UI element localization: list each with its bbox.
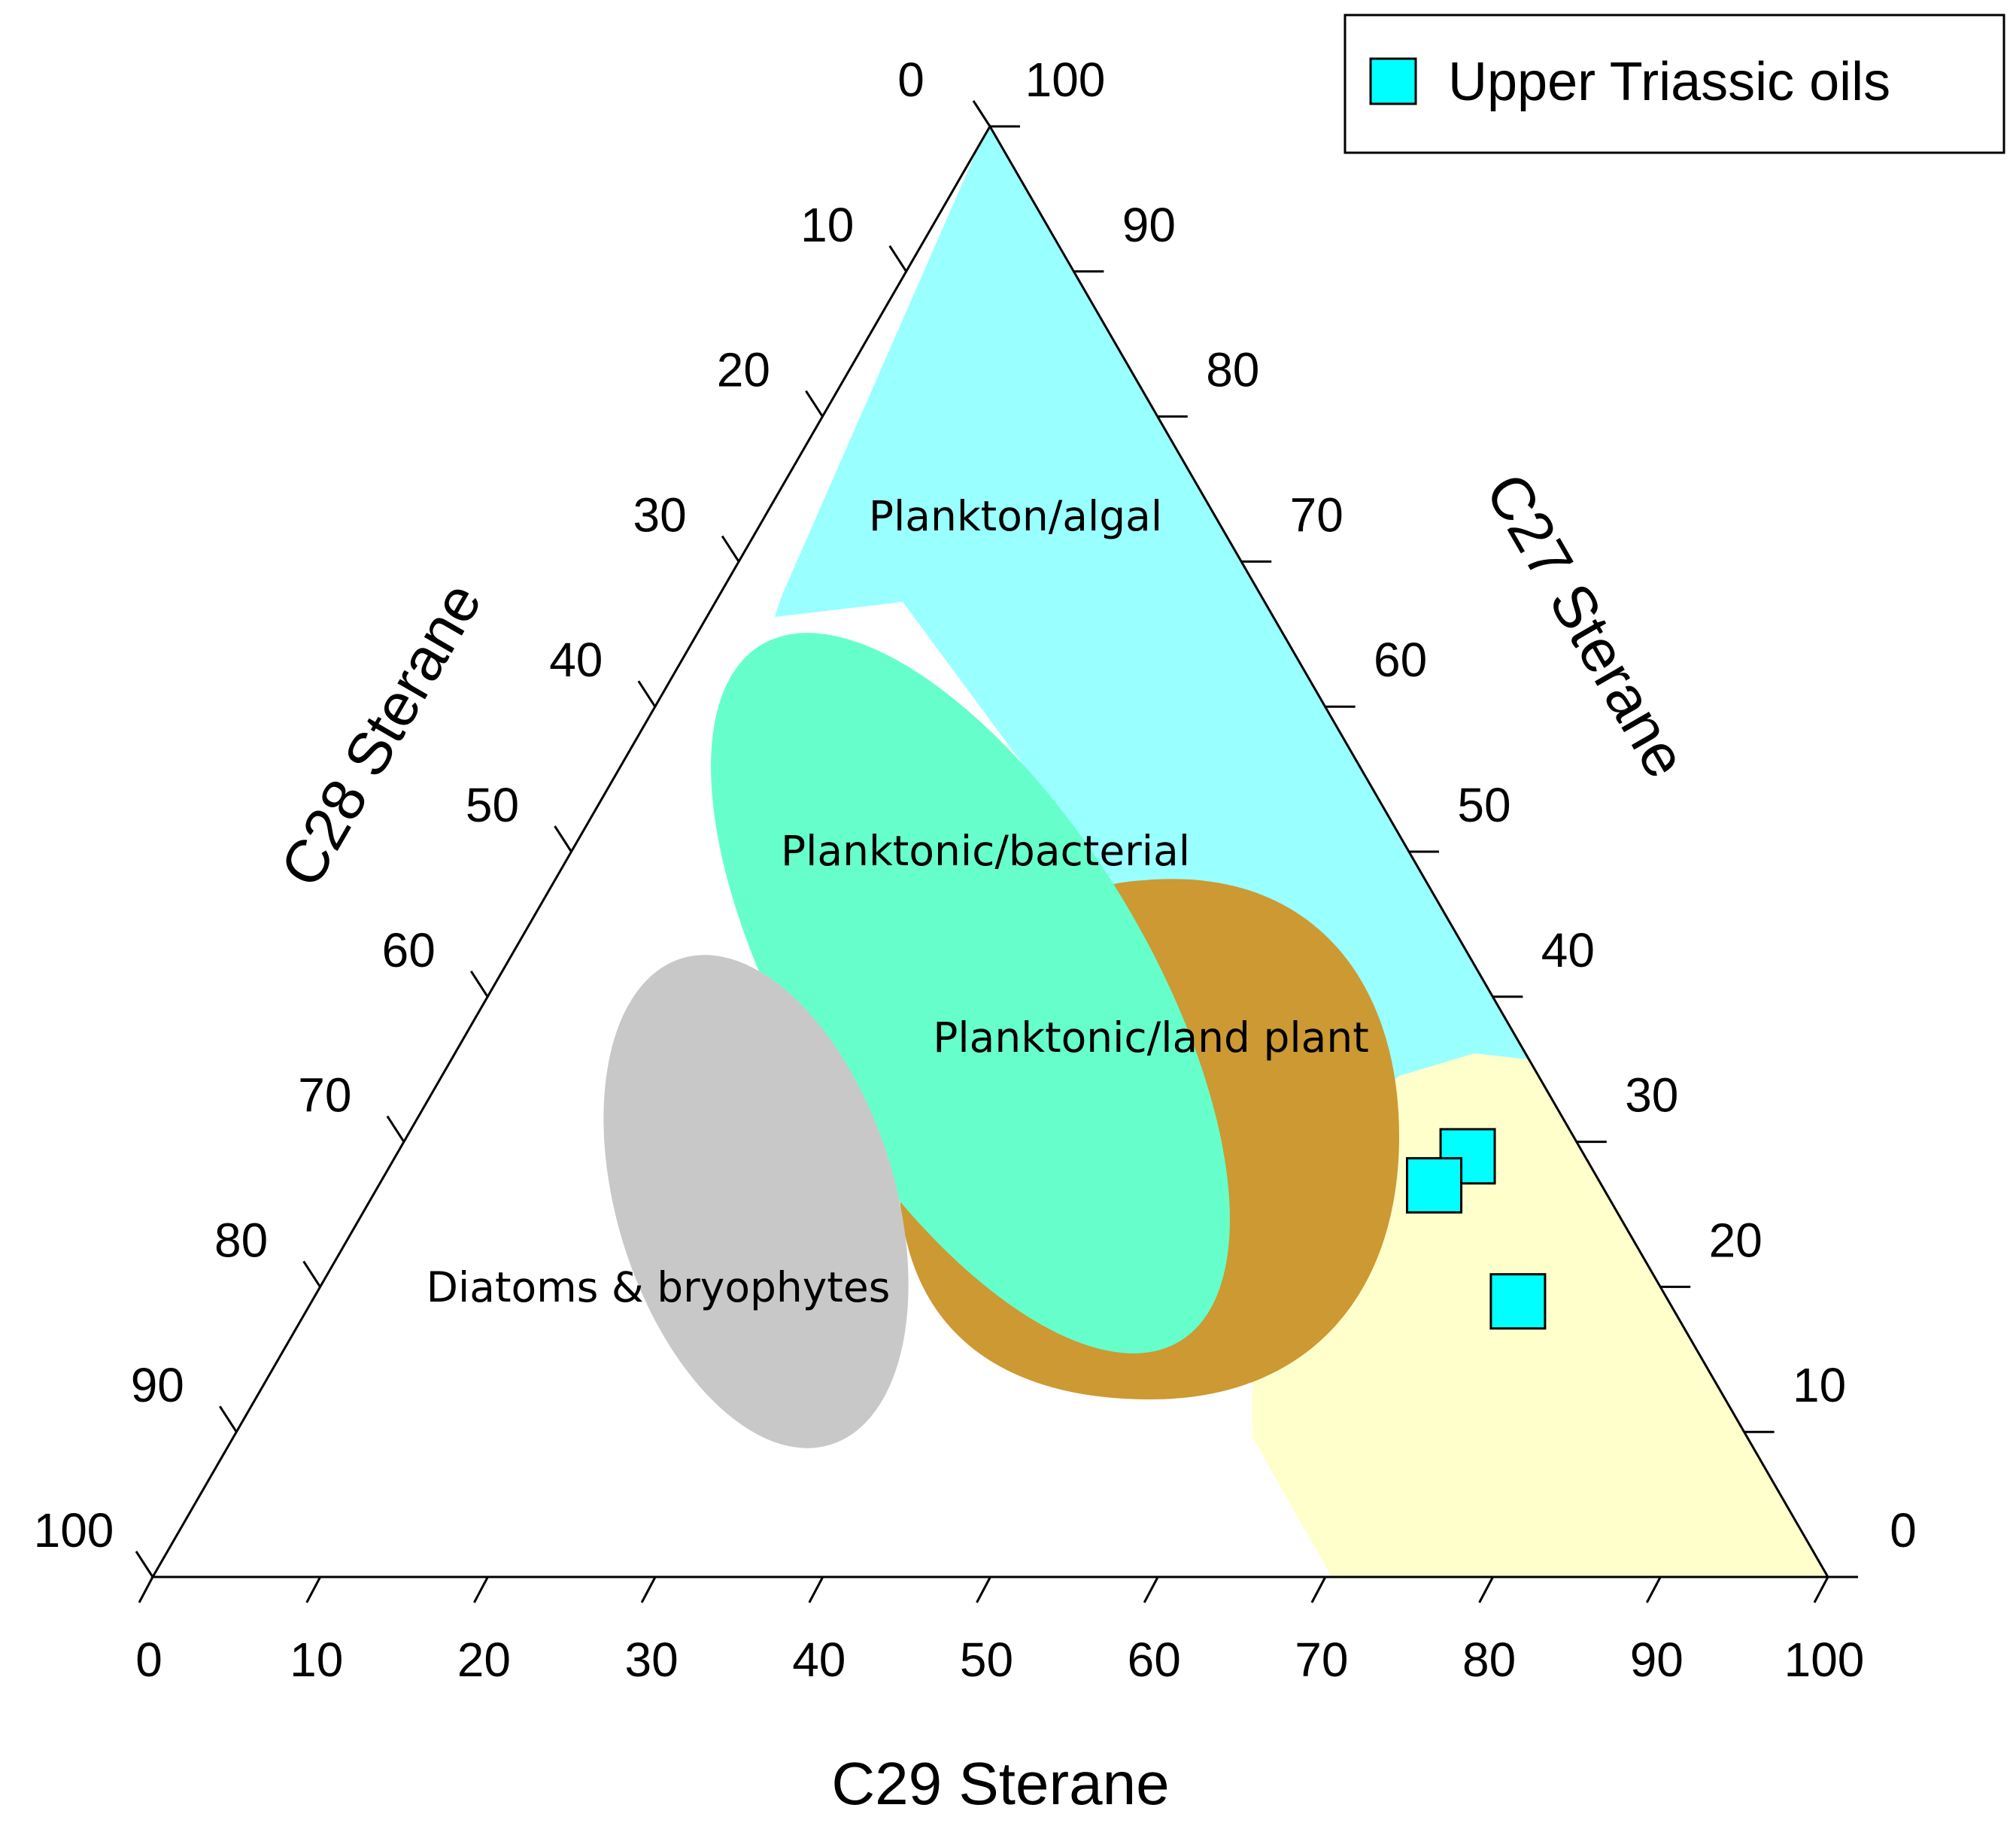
- tick-c29: [808, 1576, 824, 1603]
- tick-c29: [1143, 1576, 1159, 1603]
- region-label-plankton-algal: Plankton/algal: [869, 492, 1162, 540]
- tick-label-c28: 0: [897, 53, 925, 107]
- tick-c28: [554, 825, 572, 852]
- tick-label-c28: 70: [298, 1068, 351, 1123]
- tick-c29: [1310, 1576, 1327, 1603]
- data-point: [1489, 1273, 1547, 1330]
- tick-label-c27: 30: [1625, 1068, 1678, 1123]
- series-upper-triassic-oils: [1406, 1128, 1547, 1330]
- tick-label-c29: 10: [290, 1633, 343, 1687]
- tick-c29: [640, 1576, 657, 1603]
- tick-c29: [138, 1576, 154, 1603]
- tick-c28: [135, 1551, 154, 1578]
- tick-label-c27: 20: [1709, 1213, 1762, 1267]
- tick-c28: [805, 390, 824, 418]
- tick-c29: [1645, 1576, 1662, 1603]
- regions: [603, 126, 1828, 1577]
- axis-ticks: [135, 100, 1858, 1603]
- tick-label-c27: 10: [1793, 1358, 1846, 1412]
- tick-c28: [386, 1115, 405, 1143]
- tick-label-c29: 100: [1784, 1633, 1865, 1687]
- tick-c29: [305, 1576, 322, 1603]
- tick-label-c28: 90: [131, 1358, 184, 1412]
- region-label-planktonic-bacterial: Planktonic/bacterial: [781, 827, 1190, 875]
- tick-c28: [469, 970, 489, 998]
- tick-c29: [473, 1576, 489, 1603]
- region-label-diatoms-bryophytes: Diatoms & bryophytes: [427, 1263, 891, 1311]
- tick-label-c28: 50: [466, 778, 519, 832]
- tick-c28: [972, 100, 991, 127]
- axis-title-c27: C27 Sterane: [1473, 462, 1700, 788]
- legend-marker: [1369, 57, 1417, 105]
- tick-c29: [1478, 1576, 1494, 1603]
- legend: Upper Triassic oils: [1343, 14, 2005, 154]
- region-diatoms-bryophytes: [603, 955, 909, 1448]
- legend-box: [1343, 14, 2005, 154]
- axis-title-c28: C28 Sterane: [267, 571, 494, 898]
- tick-c28: [721, 535, 740, 563]
- tick-label-c28: 80: [214, 1213, 268, 1267]
- tick-c29: [1813, 1576, 1829, 1603]
- tick-label-c29: 40: [792, 1633, 846, 1687]
- legend-label: Upper Triassic oils: [1448, 52, 1890, 112]
- region-label-planktonic-land-plant: Planktonic/land plant: [933, 1013, 1369, 1062]
- tick-label-c27: 0: [1890, 1503, 1917, 1557]
- tick-label-c27: 60: [1374, 633, 1427, 687]
- axis-tick-labels: 0 0 0 10 10 10 20 20 20 30 30 30 40 40 40 50 50 50 60 60 60 7…: [34, 53, 1917, 1687]
- region-plankton-algal: [775, 126, 1542, 1151]
- tick-label-c27: 50: [1457, 778, 1510, 832]
- tick-label-c29: 60: [1128, 1633, 1181, 1687]
- tick-c28: [302, 1260, 321, 1288]
- tick-label-c29: 20: [457, 1633, 511, 1687]
- tick-label-c28: 20: [717, 343, 770, 397]
- tick-label-c27: 90: [1122, 198, 1176, 252]
- tick-label-c27: 70: [1290, 488, 1343, 542]
- tick-c28: [219, 1405, 238, 1433]
- tick-c28: [637, 680, 657, 708]
- tick-label-c29: 90: [1630, 1633, 1684, 1687]
- tick-label-c29: 0: [135, 1633, 162, 1687]
- tick-label-c28: 30: [633, 488, 687, 542]
- tick-label-c29: 30: [625, 1633, 679, 1687]
- region-planktonic-bacterial: [711, 633, 1230, 1354]
- tick-label-c27: 80: [1206, 343, 1259, 397]
- tick-label-c29: 80: [1462, 1633, 1516, 1687]
- tick-label-c28: 40: [549, 633, 603, 687]
- tick-label-c28: 100: [34, 1503, 114, 1557]
- axis-title-c29: C29 Sterane: [831, 1750, 1169, 1817]
- tick-c28: [888, 245, 907, 272]
- tick-label-c27: 100: [1025, 53, 1106, 107]
- tick-label-c28: 60: [382, 923, 436, 977]
- tick-label-c28: 10: [800, 198, 854, 252]
- tick-label-c29: 70: [1295, 1633, 1348, 1687]
- tick-c29: [976, 1576, 991, 1603]
- data-point: [1406, 1156, 1463, 1214]
- tick-label-c27: 40: [1541, 923, 1595, 977]
- tick-label-c29: 50: [960, 1633, 1013, 1687]
